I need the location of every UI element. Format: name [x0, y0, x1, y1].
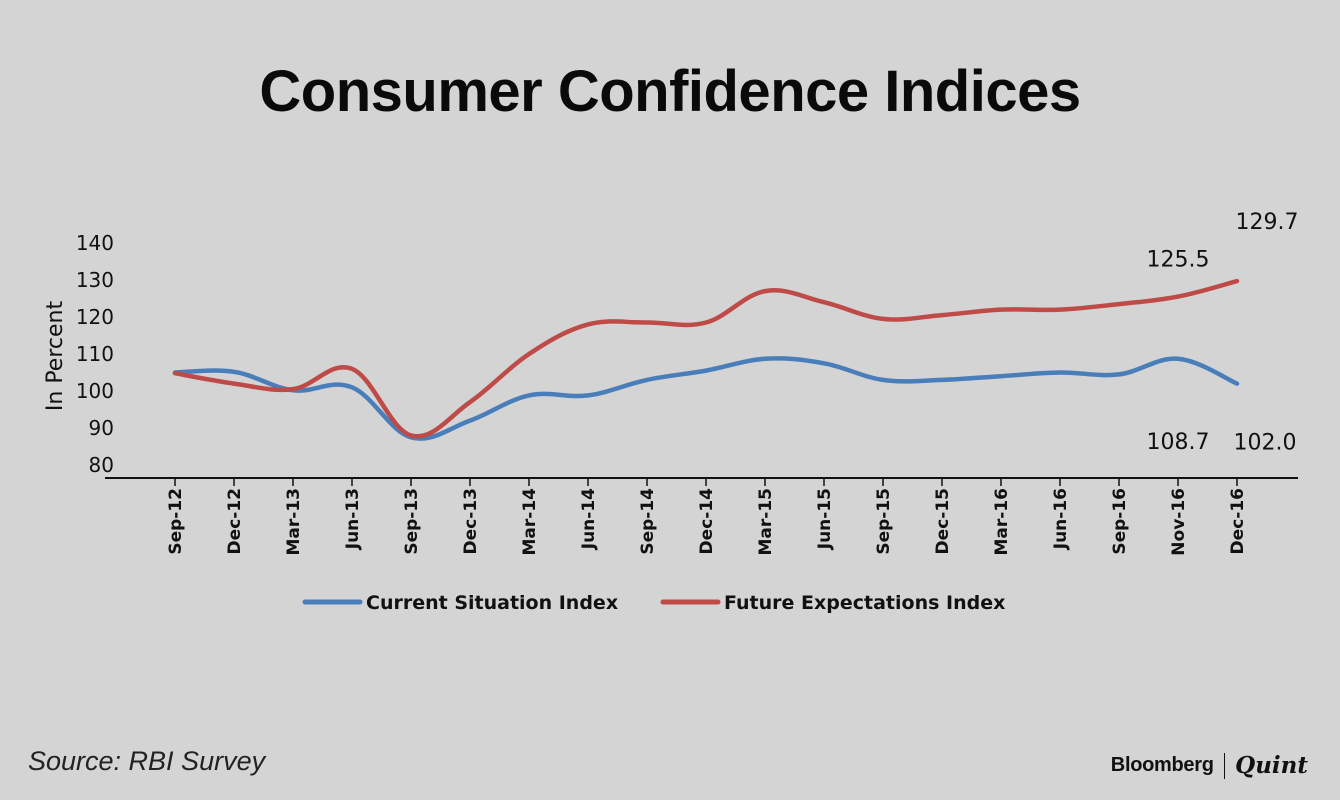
x-tick-label: Jun-14: [579, 488, 599, 550]
x-tick-label: Mar-15: [756, 488, 776, 556]
x-tick-label: Sep-16: [1110, 488, 1130, 555]
x-tick-label: Dec-12: [225, 488, 245, 554]
series-layer: [172, 278, 1240, 441]
y-axis-label: In Percent: [43, 301, 68, 412]
data-label: 108.7: [1147, 430, 1210, 455]
y-tick-label: 90: [89, 416, 114, 440]
x-tick-label: Mar-16: [992, 488, 1012, 556]
brand-name: Bloomberg: [1110, 754, 1214, 776]
legend: Current Situation Index Future Expectatio…: [302, 592, 1005, 614]
future-expectations-index-line: [172, 278, 1240, 439]
data-label: 129.7: [1236, 210, 1299, 235]
page-title: Consumer Confidence Indices: [259, 59, 1081, 124]
axes: 80 90 100 110 120 130 140 In Percent Sep-12 Dec-1…: [43, 231, 1298, 556]
x-tick-label: Sep-15: [874, 488, 894, 555]
x-tick-label: Jun-16: [1051, 488, 1071, 550]
x-tick-label: Jun-15: [815, 488, 835, 550]
x-tick-label: Jun-13: [343, 488, 363, 550]
brand-logo: Bloomberg Quint: [1111, 752, 1308, 779]
current-situation-index-line: [172, 356, 1240, 441]
data-label: 125.5: [1147, 248, 1210, 273]
x-tick-label: Dec-13: [461, 488, 481, 554]
brand-separator: [1223, 752, 1226, 779]
y-tick-label: 80: [89, 453, 114, 477]
legend-label: Future Expectations Index: [724, 592, 1005, 614]
x-tick-label: Sep-14: [638, 488, 658, 555]
y-tick-label: 120: [76, 305, 114, 329]
legend-label: Current Situation Index: [366, 592, 618, 614]
y-tick-label: 130: [76, 268, 114, 292]
annotation-layer: 125.5 129.7 108.7 102.0: [1147, 210, 1299, 455]
y-tick-label: 140: [76, 231, 114, 255]
x-tick-label: Mar-13: [284, 488, 304, 556]
y-tick-label: 100: [76, 379, 114, 403]
y-tick-label: 110: [76, 342, 114, 366]
x-tick-label: Sep-12: [166, 488, 186, 555]
x-tick-label: Mar-14: [520, 488, 540, 556]
data-label: 102.0: [1234, 431, 1297, 456]
source-note: Source: RBI Survey: [28, 746, 266, 776]
x-tick-label: Dec-15: [933, 488, 953, 554]
x-tick-label: Sep-13: [402, 488, 422, 555]
x-tick-label: Dec-16: [1228, 488, 1248, 554]
brand-subname: Quint: [1235, 752, 1308, 779]
x-tick-label: Nov-16: [1169, 488, 1189, 556]
x-tick-label: Dec-14: [697, 488, 717, 555]
